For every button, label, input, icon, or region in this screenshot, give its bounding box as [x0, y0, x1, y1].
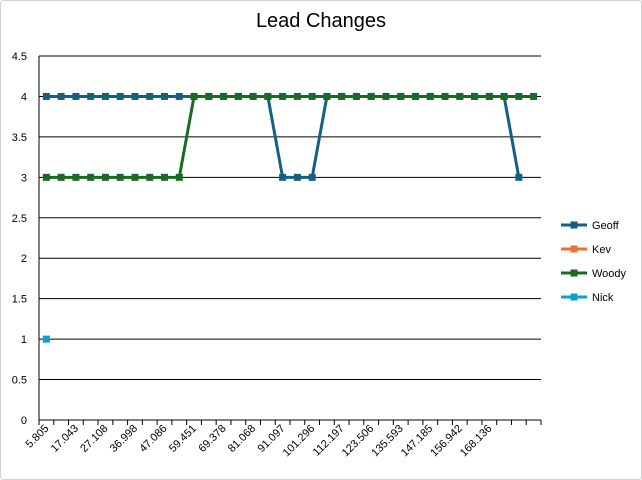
data-point-woody: [485, 92, 493, 100]
y-tick-label: 3.5: [12, 132, 27, 144]
data-point-woody: [146, 173, 154, 181]
data-point-woody: [205, 92, 213, 100]
data-point-woody: [175, 173, 183, 181]
x-tick-label: 147.185: [399, 423, 436, 460]
data-point-woody: [87, 173, 95, 181]
y-tick-label: 1: [21, 334, 27, 346]
legend-label-nick: Nick: [592, 292, 614, 304]
data-point-geoff: [161, 92, 168, 100]
y-tick-label: 1.5: [12, 294, 27, 306]
data-point-geoff: [87, 92, 95, 100]
data-point-woody: [279, 92, 287, 100]
x-tick-label: 123.506: [340, 423, 377, 460]
data-point-woody: [530, 92, 538, 100]
data-point-geoff: [101, 92, 109, 100]
data-point-geoff: [175, 92, 183, 100]
data-point-geoff: [57, 92, 65, 100]
legend-label-woody: Woody: [592, 268, 627, 280]
data-point-woody: [367, 92, 375, 100]
data-point-geoff: [131, 92, 139, 100]
data-point-woody: [382, 92, 390, 100]
legend-marker-geoff: [570, 221, 578, 229]
data-point-geoff: [515, 173, 523, 181]
x-tick-label: 5.805: [24, 423, 52, 451]
x-tick-label: 101.296: [281, 423, 318, 460]
data-point-geoff: [308, 173, 316, 181]
y-tick-label: 0: [21, 415, 27, 427]
data-point-geoff: [293, 173, 301, 181]
y-tick-label: 0.5: [12, 375, 27, 387]
y-tick-label: 4: [21, 91, 27, 103]
legend-label-kev: Kev: [592, 244, 611, 256]
data-point-woody: [471, 92, 479, 100]
data-point-woody: [116, 173, 124, 181]
data-point-geoff: [72, 92, 80, 100]
data-point-geoff: [42, 92, 50, 100]
data-point-woody: [101, 173, 109, 181]
data-point-woody: [426, 92, 434, 100]
y-tick-label: 2.5: [12, 213, 27, 225]
legend-marker-kev: [570, 245, 578, 253]
x-tick-label: 168.136: [458, 423, 495, 460]
x-tick-label: 17.043: [49, 423, 81, 455]
data-point-woody: [161, 173, 168, 181]
x-tick-label: 156.942: [428, 423, 465, 460]
data-point-woody: [264, 92, 272, 100]
data-point-woody: [352, 92, 360, 100]
data-point-woody: [57, 173, 65, 181]
data-point-woody: [131, 173, 139, 181]
data-point-woody: [42, 173, 50, 181]
chart-title: Lead Changes: [255, 10, 387, 32]
data-point-woody: [397, 92, 405, 100]
data-point-woody: [308, 92, 316, 100]
data-point-woody: [500, 92, 508, 100]
data-point-geoff: [116, 92, 124, 100]
legend-marker-nick: [570, 293, 578, 301]
data-point-woody: [234, 92, 242, 100]
data-point-woody: [338, 92, 346, 100]
x-tick-label: 59.451: [167, 423, 199, 455]
x-tick-label: 27.108: [78, 423, 110, 455]
data-point-woody: [412, 92, 419, 100]
data-point-woody: [441, 92, 449, 100]
data-point-nick: [42, 335, 50, 343]
series-line-woody: [46, 94, 534, 179]
x-tick-label: 81.068: [226, 423, 258, 455]
data-point-geoff: [146, 92, 154, 100]
x-tick-label: 69.378: [196, 423, 228, 455]
data-point-woody: [293, 92, 301, 100]
data-point-woody: [515, 92, 523, 100]
data-point-woody: [190, 92, 198, 100]
data-point-geoff: [279, 173, 287, 181]
data-point-woody: [323, 92, 331, 100]
data-point-woody: [72, 173, 80, 181]
x-tick-label: 36.998: [108, 423, 140, 455]
y-tick-label: 3: [21, 172, 27, 184]
x-tick-label: 47.086: [137, 423, 169, 455]
data-point-woody: [456, 92, 464, 100]
data-point-woody: [249, 92, 257, 100]
y-tick-label: 2: [21, 253, 27, 265]
legend-marker-woody: [570, 269, 578, 277]
legend-label-geoff: Geoff: [592, 220, 620, 232]
y-tick-label: 4.5: [12, 51, 27, 63]
data-point-woody: [220, 92, 228, 100]
